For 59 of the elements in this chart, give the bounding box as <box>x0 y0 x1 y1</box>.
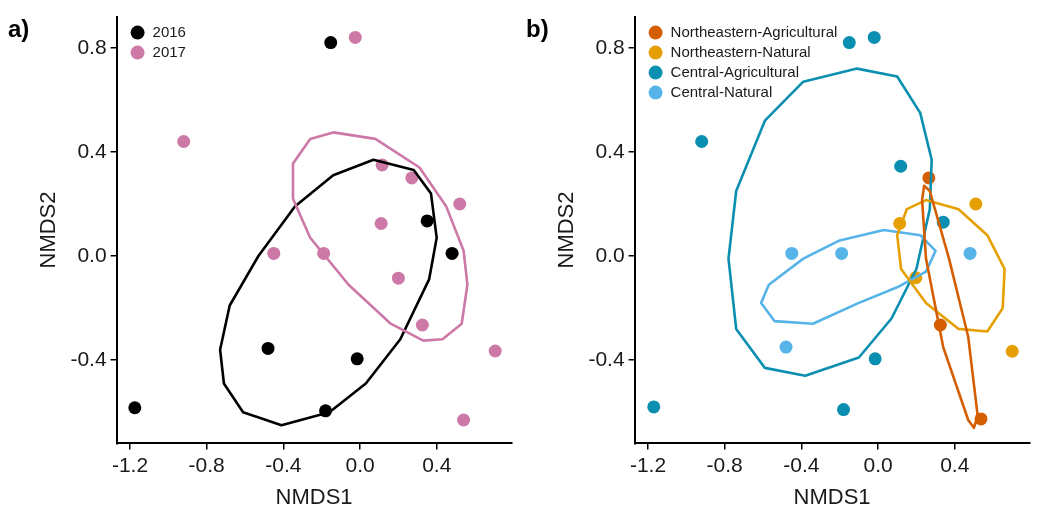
point <box>350 352 364 366</box>
point <box>488 344 502 358</box>
x-tick-label: 0.4 <box>422 452 452 476</box>
y-axis-title: NMDS2 <box>553 191 579 269</box>
legend-label: 2016 <box>152 22 186 40</box>
point <box>128 401 142 415</box>
point <box>391 271 405 285</box>
y-tick-label: 0.4 <box>77 138 107 162</box>
y-tick-label: 0.0 <box>595 242 625 266</box>
point <box>969 197 983 211</box>
x-tick-label: 0.0 <box>345 452 375 476</box>
point <box>261 341 275 355</box>
x-tick-label: -1.2 <box>629 452 667 476</box>
x-axis-title: NMDS1 <box>275 483 353 509</box>
y-tick-label: 0.0 <box>77 242 107 266</box>
y-tick-label: 0.4 <box>595 138 625 162</box>
point <box>177 135 191 149</box>
legend-label: 2017 <box>152 42 186 60</box>
point <box>457 413 471 427</box>
y-tick-label: 0.8 <box>77 34 107 58</box>
point <box>415 318 429 332</box>
x-tick-label: 0.4 <box>940 452 970 476</box>
x-tick-label: -1.2 <box>111 452 149 476</box>
x-tick-label: -0.4 <box>783 452 820 476</box>
legend-label: Central-Natural <box>670 82 773 100</box>
point <box>647 400 661 414</box>
point <box>779 340 793 354</box>
point <box>405 171 419 185</box>
legend-label: Northeastern-Natural <box>670 42 811 60</box>
x-tick-label: -0.8 <box>188 452 225 476</box>
point <box>348 30 362 44</box>
point <box>324 36 338 50</box>
point <box>837 403 851 417</box>
point <box>267 246 281 260</box>
point <box>453 197 467 211</box>
point <box>420 214 434 228</box>
point <box>695 135 709 149</box>
x-tick-label: 0.0 <box>863 452 893 476</box>
point <box>374 216 388 230</box>
y-tick-label: -0.4 <box>70 346 107 370</box>
point <box>842 36 856 50</box>
point <box>1005 344 1019 358</box>
legend-label: Northeastern-Agricultural <box>670 22 838 40</box>
point <box>835 246 849 260</box>
y-tick-label: 0.8 <box>595 34 625 58</box>
x-axis-title: NMDS1 <box>793 483 871 509</box>
legend-label: Central-Agricultural <box>670 62 799 80</box>
point <box>868 352 882 366</box>
chart-title: a) <box>8 14 30 42</box>
x-tick-label: -0.4 <box>265 452 302 476</box>
point <box>445 246 459 260</box>
y-axis-title: NMDS2 <box>35 191 61 269</box>
x-tick-label: -0.8 <box>706 452 743 476</box>
point <box>785 246 799 260</box>
point <box>963 246 977 260</box>
point <box>894 159 908 173</box>
chart-title: b) <box>526 14 549 42</box>
y-tick-label: -0.4 <box>588 346 625 370</box>
point <box>867 30 881 44</box>
